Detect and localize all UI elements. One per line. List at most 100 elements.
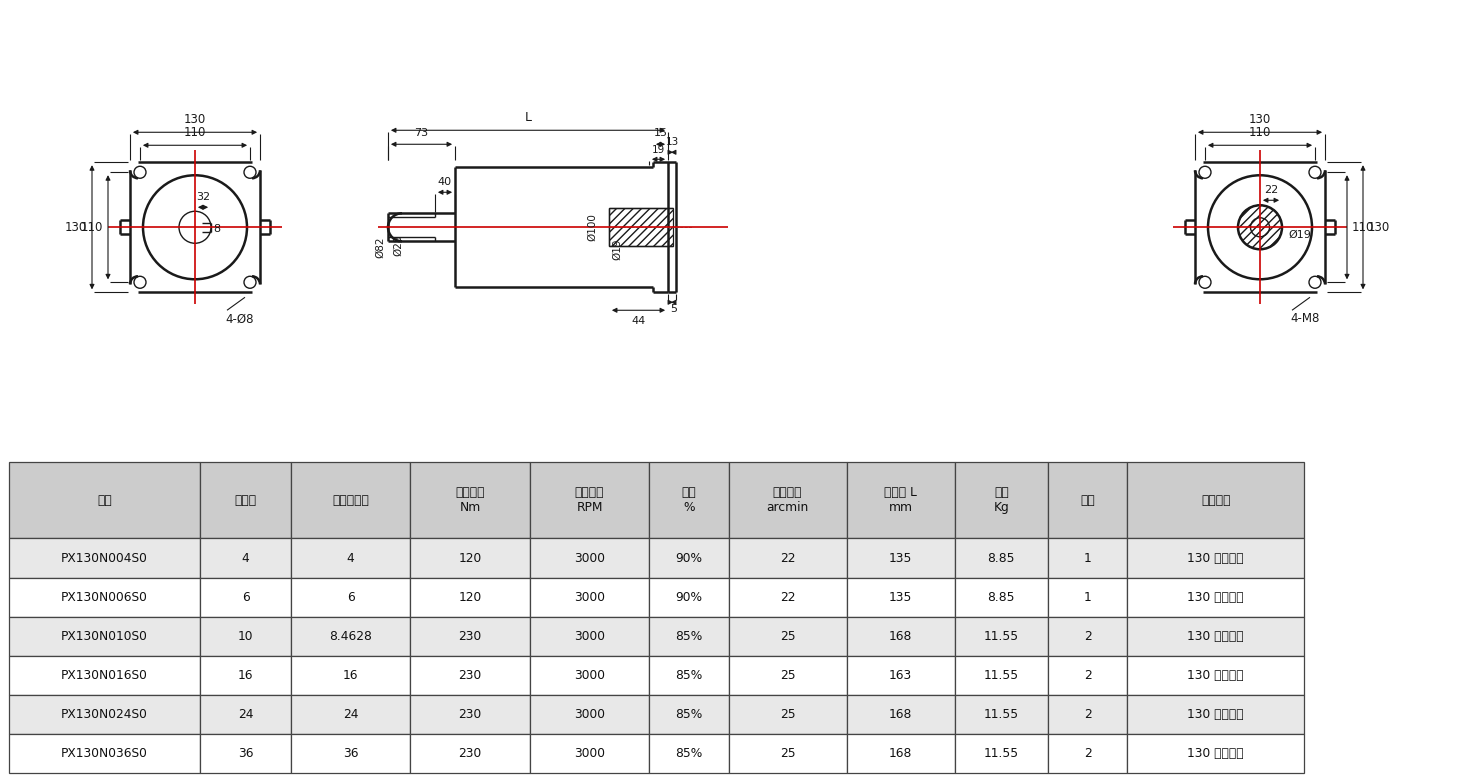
Text: 配套电机: 配套电机 bbox=[1201, 494, 1231, 507]
FancyBboxPatch shape bbox=[954, 695, 1048, 734]
Text: Ø28: Ø28 bbox=[393, 235, 404, 256]
FancyBboxPatch shape bbox=[847, 734, 954, 773]
Text: 44: 44 bbox=[631, 316, 645, 326]
Text: 25: 25 bbox=[779, 669, 796, 682]
FancyBboxPatch shape bbox=[728, 577, 847, 617]
FancyBboxPatch shape bbox=[9, 462, 200, 538]
FancyBboxPatch shape bbox=[728, 734, 847, 773]
FancyBboxPatch shape bbox=[847, 538, 954, 577]
Text: Ø100: Ø100 bbox=[587, 214, 597, 241]
Text: L: L bbox=[525, 111, 532, 124]
FancyBboxPatch shape bbox=[200, 462, 291, 538]
Text: 22: 22 bbox=[779, 591, 796, 604]
FancyBboxPatch shape bbox=[530, 617, 650, 656]
Text: Ø19: Ø19 bbox=[612, 239, 622, 260]
FancyBboxPatch shape bbox=[411, 695, 530, 734]
FancyBboxPatch shape bbox=[1048, 734, 1128, 773]
FancyBboxPatch shape bbox=[200, 656, 291, 695]
Text: 85%: 85% bbox=[675, 747, 702, 760]
FancyBboxPatch shape bbox=[847, 617, 954, 656]
FancyBboxPatch shape bbox=[530, 462, 650, 538]
Text: 36: 36 bbox=[342, 747, 358, 760]
Text: Ø19: Ø19 bbox=[1288, 230, 1311, 240]
FancyBboxPatch shape bbox=[200, 617, 291, 656]
Text: Ø82: Ø82 bbox=[374, 236, 385, 258]
FancyBboxPatch shape bbox=[847, 577, 954, 617]
Text: 110: 110 bbox=[1249, 127, 1271, 139]
Text: 6: 6 bbox=[347, 591, 354, 604]
Text: 效率
%: 效率 % bbox=[682, 486, 696, 514]
Text: 减速比: 减速比 bbox=[235, 494, 256, 507]
FancyBboxPatch shape bbox=[9, 695, 200, 734]
FancyBboxPatch shape bbox=[728, 617, 847, 656]
FancyBboxPatch shape bbox=[1048, 538, 1128, 577]
Text: 22: 22 bbox=[1263, 185, 1278, 195]
FancyBboxPatch shape bbox=[200, 577, 291, 617]
FancyBboxPatch shape bbox=[954, 538, 1048, 577]
Text: 1: 1 bbox=[1084, 591, 1091, 604]
Text: 输出转矩
Nm: 输出转矩 Nm bbox=[456, 486, 485, 514]
Text: 2: 2 bbox=[1084, 629, 1091, 643]
Bar bbox=[609, 208, 673, 246]
Text: 130: 130 bbox=[1249, 113, 1271, 127]
FancyBboxPatch shape bbox=[728, 695, 847, 734]
Text: 25: 25 bbox=[779, 629, 796, 643]
Text: 120: 120 bbox=[459, 591, 482, 604]
Text: 2: 2 bbox=[1084, 747, 1091, 760]
Text: 24: 24 bbox=[342, 708, 358, 721]
Text: 130 步进电机: 130 步进电机 bbox=[1187, 552, 1244, 565]
FancyBboxPatch shape bbox=[1128, 577, 1304, 617]
Text: 85%: 85% bbox=[675, 708, 702, 721]
FancyBboxPatch shape bbox=[411, 656, 530, 695]
FancyBboxPatch shape bbox=[650, 462, 728, 538]
Text: 25: 25 bbox=[779, 747, 796, 760]
FancyBboxPatch shape bbox=[847, 462, 954, 538]
Text: 130 步进电机: 130 步进电机 bbox=[1187, 669, 1244, 682]
Text: 230: 230 bbox=[459, 669, 482, 682]
Text: 19: 19 bbox=[651, 145, 666, 155]
Text: 130: 130 bbox=[64, 221, 87, 234]
Text: 13: 13 bbox=[666, 138, 679, 148]
Text: 6: 6 bbox=[242, 591, 249, 604]
Text: 168: 168 bbox=[889, 629, 912, 643]
Text: 130 步进电机: 130 步进电机 bbox=[1187, 591, 1244, 604]
Text: 90%: 90% bbox=[676, 591, 702, 604]
FancyBboxPatch shape bbox=[411, 462, 530, 538]
FancyBboxPatch shape bbox=[1048, 577, 1128, 617]
Text: 4: 4 bbox=[347, 552, 354, 565]
FancyBboxPatch shape bbox=[291, 695, 411, 734]
Text: 36: 36 bbox=[237, 747, 254, 760]
Text: PX130N010S0: PX130N010S0 bbox=[61, 629, 149, 643]
Text: 85%: 85% bbox=[675, 629, 702, 643]
FancyBboxPatch shape bbox=[954, 656, 1048, 695]
FancyBboxPatch shape bbox=[954, 617, 1048, 656]
Text: 168: 168 bbox=[889, 708, 912, 721]
Text: 230: 230 bbox=[459, 747, 482, 760]
FancyBboxPatch shape bbox=[1128, 734, 1304, 773]
Text: 130: 130 bbox=[184, 113, 205, 127]
Text: 130 步进电机: 130 步进电机 bbox=[1187, 747, 1244, 760]
FancyBboxPatch shape bbox=[728, 656, 847, 695]
Text: 2: 2 bbox=[1084, 669, 1091, 682]
Text: 110: 110 bbox=[80, 221, 103, 234]
FancyBboxPatch shape bbox=[954, 734, 1048, 773]
FancyBboxPatch shape bbox=[1128, 617, 1304, 656]
Text: 230: 230 bbox=[459, 629, 482, 643]
FancyBboxPatch shape bbox=[411, 734, 530, 773]
Text: 24: 24 bbox=[237, 708, 254, 721]
Text: PX130N036S0: PX130N036S0 bbox=[61, 747, 149, 760]
Text: 168: 168 bbox=[889, 747, 912, 760]
FancyBboxPatch shape bbox=[1128, 695, 1304, 734]
FancyBboxPatch shape bbox=[954, 462, 1048, 538]
Text: 输入转速
RPM: 输入转速 RPM bbox=[576, 486, 605, 514]
FancyBboxPatch shape bbox=[291, 538, 411, 577]
Text: 90%: 90% bbox=[676, 552, 702, 565]
Text: 135: 135 bbox=[889, 591, 912, 604]
Text: 40: 40 bbox=[439, 177, 452, 187]
FancyBboxPatch shape bbox=[411, 617, 530, 656]
FancyBboxPatch shape bbox=[291, 734, 411, 773]
Text: 3000: 3000 bbox=[574, 552, 605, 565]
Text: 回程间隙
arcmin: 回程间隙 arcmin bbox=[766, 486, 809, 514]
FancyBboxPatch shape bbox=[530, 695, 650, 734]
Text: 3000: 3000 bbox=[574, 591, 605, 604]
